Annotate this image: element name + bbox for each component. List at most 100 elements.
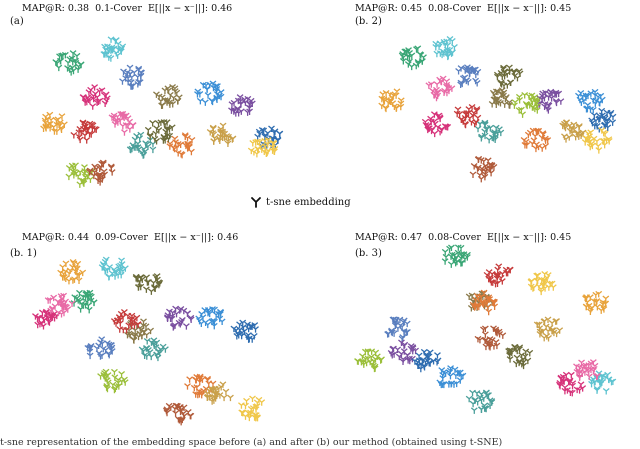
cluster-14 (581, 127, 613, 154)
point-marker (109, 381, 117, 389)
point-marker (163, 314, 171, 321)
point-marker (447, 380, 455, 388)
point-marker (453, 110, 461, 118)
point-marker (510, 68, 517, 75)
point-marker (209, 130, 217, 137)
map-value: 0.45 (400, 3, 423, 14)
point-marker (394, 346, 402, 353)
point-marker (264, 147, 272, 155)
point-marker (164, 132, 171, 139)
point-marker (457, 373, 465, 380)
point-marker (101, 92, 109, 100)
point-marker (209, 306, 216, 313)
point-marker (87, 131, 95, 138)
cluster-17 (483, 263, 514, 288)
point-marker (165, 135, 172, 143)
point-marker (46, 297, 54, 304)
cluster-8 (65, 162, 96, 188)
point-marker (457, 255, 465, 262)
point-marker (144, 143, 152, 150)
point-marker (76, 169, 84, 176)
point-marker (119, 122, 127, 130)
cluster-13 (126, 131, 157, 159)
point-marker (493, 272, 501, 279)
point-marker (240, 324, 247, 331)
cluster-6 (166, 132, 196, 159)
point-marker (560, 378, 568, 385)
point-marker (166, 308, 173, 316)
point-marker (524, 357, 532, 365)
point-marker (143, 141, 151, 148)
point-marker (407, 345, 415, 353)
point-marker (434, 352, 441, 359)
cluster-0 (40, 111, 68, 135)
point-marker (136, 135, 144, 142)
point-marker (57, 269, 65, 277)
point-marker (36, 320, 44, 328)
cluster-16 (575, 88, 606, 114)
point-marker (114, 113, 121, 121)
point-marker (114, 376, 122, 384)
point-marker (57, 124, 65, 132)
point-marker (75, 277, 83, 285)
point-marker (451, 43, 458, 51)
point-marker (440, 39, 448, 46)
point-marker (466, 70, 473, 78)
point-marker (74, 260, 82, 268)
cluster-9 (469, 155, 498, 183)
point-marker (472, 119, 480, 126)
point-marker (483, 271, 491, 279)
point-marker (540, 278, 547, 285)
point-marker (513, 347, 521, 355)
point-marker (98, 87, 106, 94)
point-marker (140, 322, 148, 329)
point-marker (534, 277, 542, 285)
point-marker (588, 380, 595, 388)
cover-label: 0.1-Cover (95, 3, 142, 14)
point-marker (538, 92, 546, 100)
point-marker (69, 50, 77, 57)
cluster-15 (505, 344, 534, 370)
point-marker (559, 373, 567, 381)
point-marker (50, 294, 58, 302)
point-marker (392, 92, 400, 99)
point-marker (448, 244, 455, 251)
panel-a-label: (a) (10, 16, 24, 27)
point-marker (364, 348, 372, 355)
point-marker (264, 141, 272, 148)
point-marker (553, 330, 561, 338)
point-marker (427, 115, 435, 123)
point-marker (441, 123, 449, 130)
point-marker (444, 53, 452, 61)
point-marker (121, 129, 128, 136)
point-marker (143, 337, 151, 345)
point-marker (96, 171, 104, 179)
point-marker (212, 83, 220, 90)
point-marker (142, 345, 150, 352)
cluster-16 (436, 365, 467, 389)
point-marker (484, 304, 492, 311)
point-marker (76, 298, 84, 305)
point-marker (384, 331, 392, 338)
point-marker (526, 102, 534, 109)
point-marker (98, 340, 106, 347)
point-marker (487, 169, 495, 177)
point-marker (152, 130, 160, 138)
point-marker (390, 351, 398, 358)
point-marker (500, 64, 507, 72)
cluster-9 (163, 402, 195, 426)
point-marker (584, 366, 592, 374)
point-marker (548, 95, 556, 102)
point-marker (586, 143, 594, 151)
point-marker (78, 177, 86, 185)
point-marker (157, 119, 165, 126)
point-marker (94, 177, 102, 185)
point-marker (596, 379, 604, 386)
point-marker (542, 89, 549, 97)
point-marker (143, 331, 151, 339)
map-value: 0.38 (67, 3, 90, 14)
cover-label: 0.09-Cover (95, 232, 148, 243)
point-marker (269, 140, 277, 147)
point-marker (470, 163, 478, 170)
point-marker (603, 109, 611, 117)
